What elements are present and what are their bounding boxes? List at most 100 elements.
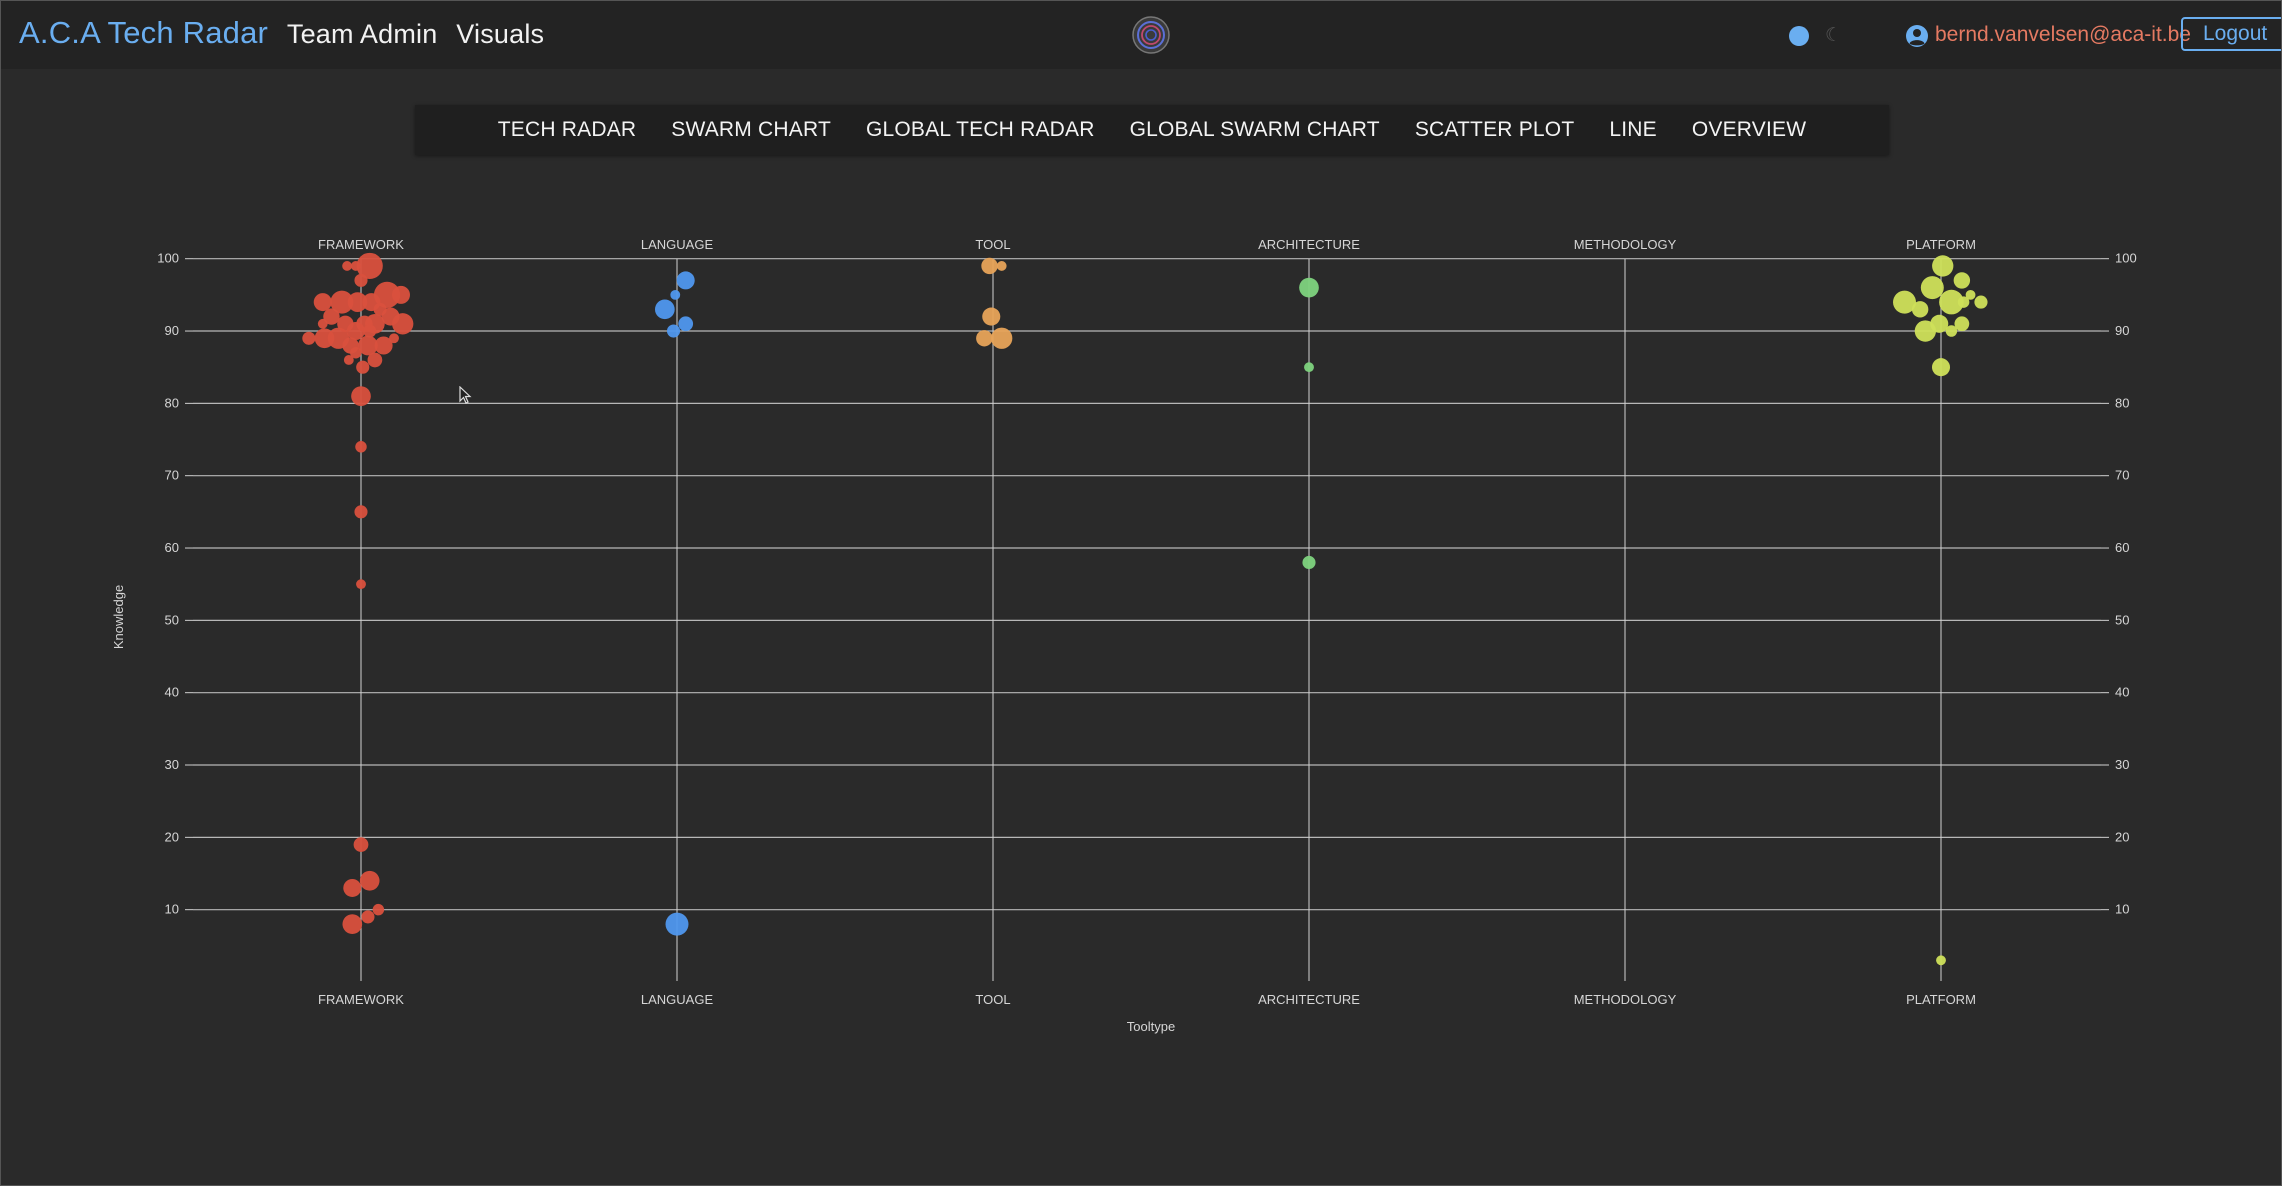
y-tick-label-right: 60 (2115, 540, 2129, 555)
bubble-tool[interactable] (982, 307, 1001, 326)
nav-tech-radar[interactable]: TECH RADAR (497, 118, 637, 141)
nav-global-swarm-chart[interactable]: GLOBAL SWARM CHART (1129, 118, 1380, 141)
bubble-platform[interactable] (1957, 296, 1970, 308)
bubble-framework[interactable] (355, 441, 367, 453)
nav-line[interactable]: LINE (1609, 118, 1657, 141)
bubble-framework[interactable] (323, 308, 340, 325)
bubble-framework[interactable] (342, 914, 363, 934)
bubble-framework[interactable] (367, 352, 383, 368)
bubble-framework[interactable] (389, 333, 399, 344)
bubble-framework[interactable] (343, 355, 354, 365)
bubble-framework[interactable] (354, 505, 368, 519)
x-tick-label-top: TOOL (975, 237, 1010, 252)
nav-swarm-chart[interactable]: SWARM CHART (671, 118, 831, 141)
bubble-framework[interactable] (330, 290, 354, 314)
bubble-framework[interactable] (356, 579, 366, 590)
bubble-framework[interactable] (359, 870, 380, 891)
y-tick-label-left: 60 (165, 540, 179, 555)
y-tick-label-left: 10 (165, 902, 179, 917)
y-tick-label-left: 90 (165, 323, 179, 338)
visuals-link[interactable]: Visuals (456, 19, 545, 49)
bubble-language[interactable] (676, 271, 695, 290)
bubble-framework[interactable] (351, 386, 371, 406)
top-bar: A.C.A Tech Radar Team Admin Visuals ☾ be… (1, 1, 2281, 69)
bubble-framework[interactable] (347, 292, 368, 312)
bubble-framework[interactable] (373, 281, 401, 308)
team-admin-link[interactable]: Team Admin (286, 19, 438, 49)
x-tick-label-bottom: LANGUAGE (641, 992, 714, 1007)
bubble-platform[interactable] (1911, 301, 1929, 318)
y-tick-label-right: 70 (2115, 468, 2129, 483)
bubble-framework[interactable] (343, 878, 362, 897)
y-tick-label-left: 20 (165, 829, 179, 844)
bubble-platform[interactable] (1893, 290, 1916, 314)
nav-overview[interactable]: OVERVIEW (1691, 118, 1807, 141)
bubble-architecture[interactable] (1299, 277, 1319, 298)
x-tick-label-bottom: ARCHITECTURE (1258, 992, 1360, 1007)
bubble-framework[interactable] (392, 313, 414, 335)
y-tick-label-right: 50 (2115, 612, 2129, 627)
bubble-framework[interactable] (358, 335, 378, 356)
bubble-framework[interactable] (313, 293, 332, 312)
brand-title[interactable]: A.C.A Tech Radar (19, 15, 269, 50)
x-tick-label-top: PLATFORM (1906, 237, 1976, 252)
bubble-framework[interactable] (302, 331, 316, 345)
bubble-framework[interactable] (354, 273, 368, 287)
x-tick-label-bottom: TOOL (975, 992, 1010, 1007)
bubble-platform[interactable] (1920, 276, 1944, 300)
bubble-tool[interactable] (981, 257, 998, 275)
y-tick-label-left: 80 (165, 395, 179, 410)
bubble-tool[interactable] (991, 327, 1013, 349)
x-tick-label-top: FRAMEWORK (318, 237, 404, 252)
bubble-framework[interactable] (346, 322, 365, 341)
bubble-framework[interactable] (361, 910, 375, 924)
nav-scatter-plot[interactable]: SCATTER PLOT (1414, 118, 1575, 141)
x-axis-title: Tooltype (1127, 1019, 1175, 1034)
bubble-framework[interactable] (350, 261, 361, 271)
bubble-framework[interactable] (342, 261, 353, 271)
bubble-language[interactable] (670, 289, 681, 300)
toggle-knob-icon (1789, 26, 1809, 46)
bubble-platform[interactable] (1965, 289, 1976, 300)
y-tick-label-right: 10 (2115, 902, 2129, 917)
bubble-language[interactable] (665, 912, 689, 936)
bubble-framework[interactable] (356, 360, 370, 374)
bubble-framework[interactable] (350, 346, 362, 359)
mouse-cursor-icon (459, 386, 472, 404)
bubble-platform[interactable] (1914, 320, 1937, 342)
y-tick-label-left: 100 (157, 251, 179, 266)
bubble-language[interactable] (666, 324, 681, 338)
brand: A.C.A Tech Radar Team Admin Visuals (19, 15, 544, 51)
bubble-framework[interactable] (317, 318, 328, 329)
bubble-platform[interactable] (1932, 255, 1954, 277)
bubble-language[interactable] (678, 316, 694, 332)
bubble-tool[interactable] (996, 261, 1007, 271)
user-email: bernd.vanvelsen@aca-it.be (1935, 23, 2191, 46)
bubble-framework[interactable] (372, 903, 385, 916)
logout-button[interactable]: Logout (2181, 17, 2281, 51)
bubble-framework[interactable] (391, 285, 410, 304)
y-tick-label-left: 40 (165, 685, 179, 700)
bubble-architecture[interactable] (1304, 362, 1314, 373)
bubble-tool[interactable] (976, 330, 993, 347)
bubble-framework[interactable] (356, 252, 383, 280)
bubble-framework[interactable] (374, 336, 393, 355)
bubble-platform[interactable] (1953, 272, 1971, 289)
theme-toggle[interactable]: ☾ (1787, 24, 1849, 48)
y-tick-label-right: 100 (2115, 251, 2137, 266)
y-tick-label-right: 90 (2115, 323, 2129, 338)
bubble-platform[interactable] (1931, 358, 1951, 377)
bubble-language[interactable] (654, 299, 675, 320)
bubble-architecture[interactable] (1302, 555, 1316, 570)
bubble-framework[interactable] (353, 837, 369, 852)
bubble-platform[interactable] (1939, 289, 1964, 315)
bubble-framework[interactable] (363, 324, 377, 338)
bubble-platform[interactable] (1974, 295, 1988, 309)
bubble-platform[interactable] (1954, 316, 1970, 332)
bubble-platform[interactable] (1945, 325, 1958, 337)
bubble-platform[interactable] (1936, 955, 1946, 966)
y-tick-label-right: 80 (2115, 395, 2129, 410)
radar-logo-icon[interactable] (1131, 15, 1171, 55)
nav-global-tech-radar[interactable]: GLOBAL TECH RADAR (865, 118, 1095, 141)
